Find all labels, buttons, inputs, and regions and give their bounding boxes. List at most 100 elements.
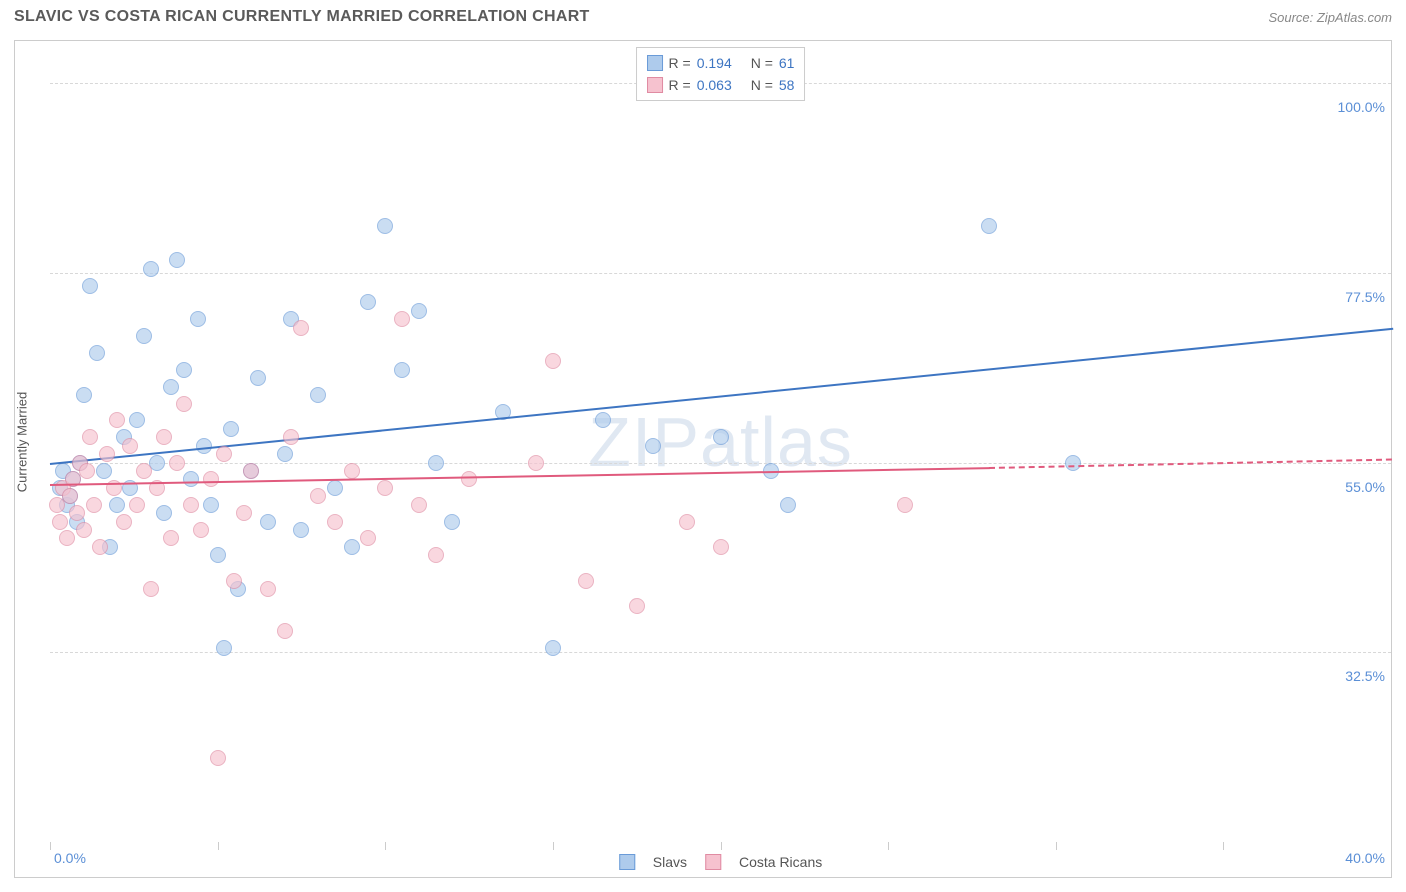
y-tick-label: 55.0%	[1345, 479, 1385, 495]
data-point	[89, 345, 105, 361]
data-point	[250, 370, 266, 386]
n-value: 61	[779, 52, 795, 74]
y-tick-label: 32.5%	[1345, 668, 1385, 684]
x-tick-mark	[1391, 842, 1392, 850]
data-point	[344, 539, 360, 555]
data-point	[122, 438, 138, 454]
data-point	[394, 311, 410, 327]
data-point	[193, 522, 209, 538]
data-point	[428, 547, 444, 563]
data-point	[293, 320, 309, 336]
data-point	[545, 640, 561, 656]
chart-source: Source: ZipAtlas.com	[1268, 10, 1392, 25]
data-point	[176, 396, 192, 412]
data-point	[377, 218, 393, 234]
x-tick-label: 0.0%	[54, 850, 86, 866]
data-point	[283, 429, 299, 445]
data-point	[163, 530, 179, 546]
data-point	[780, 497, 796, 513]
data-point	[76, 522, 92, 538]
data-point	[679, 514, 695, 530]
data-point	[109, 412, 125, 428]
data-point	[183, 497, 199, 513]
data-point	[411, 303, 427, 319]
data-point	[1065, 455, 1081, 471]
data-point	[176, 362, 192, 378]
data-point	[216, 446, 232, 462]
data-point	[149, 455, 165, 471]
data-point	[210, 547, 226, 563]
data-point	[461, 471, 477, 487]
data-point	[411, 497, 427, 513]
data-point	[69, 505, 85, 521]
data-point	[360, 294, 376, 310]
r-value: 0.063	[697, 74, 745, 96]
data-point	[223, 421, 239, 437]
data-point	[360, 530, 376, 546]
data-point	[82, 429, 98, 445]
data-point	[645, 438, 661, 454]
r-label: R =	[669, 52, 691, 74]
y-tick-label: 100.0%	[1338, 99, 1385, 115]
x-tick-mark	[1056, 842, 1057, 850]
x-tick-label: 40.0%	[1345, 850, 1385, 866]
r-label: R =	[669, 74, 691, 96]
data-point	[210, 750, 226, 766]
data-point	[99, 446, 115, 462]
data-point	[216, 640, 232, 656]
n-label: N =	[751, 74, 773, 96]
data-point	[79, 463, 95, 479]
data-point	[82, 278, 98, 294]
data-point	[578, 573, 594, 589]
data-point	[59, 530, 75, 546]
data-point	[629, 598, 645, 614]
data-point	[327, 480, 343, 496]
data-point	[190, 311, 206, 327]
legend-row: R =0.194N =61	[647, 52, 795, 74]
chart-container: Currently Married ZIPatlas 32.5%55.0%77.…	[14, 40, 1392, 878]
data-point	[277, 623, 293, 639]
data-point	[236, 505, 252, 521]
data-point	[327, 514, 343, 530]
data-point	[169, 455, 185, 471]
r-value: 0.194	[697, 52, 745, 74]
y-tick-label: 77.5%	[1345, 289, 1385, 305]
data-point	[86, 497, 102, 513]
x-tick-mark	[1223, 842, 1224, 850]
legend-label: Slavs	[653, 854, 687, 870]
legend-swatch	[705, 854, 721, 870]
data-point	[260, 514, 276, 530]
y-axis-label: Currently Married	[15, 391, 30, 491]
series-legend: Slavs Costa Ricans	[619, 854, 823, 870]
data-point	[260, 581, 276, 597]
data-point	[394, 362, 410, 378]
x-tick-mark	[50, 842, 51, 850]
x-tick-mark	[218, 842, 219, 850]
data-point	[129, 412, 145, 428]
data-point	[310, 387, 326, 403]
data-point	[136, 463, 152, 479]
data-point	[243, 463, 259, 479]
x-tick-mark	[385, 842, 386, 850]
legend-label: Costa Ricans	[739, 854, 822, 870]
data-point	[183, 471, 199, 487]
data-point	[293, 522, 309, 538]
data-point	[96, 463, 112, 479]
legend-swatch	[619, 854, 635, 870]
n-value: 58	[779, 74, 795, 96]
data-point	[52, 514, 68, 530]
data-point	[713, 539, 729, 555]
data-point	[116, 514, 132, 530]
data-point	[136, 328, 152, 344]
legend-swatch	[647, 55, 663, 71]
legend-row: R = 0.063 N = 58	[647, 74, 795, 96]
data-point	[428, 455, 444, 471]
chart-title: SLAVIC VS COSTA RICAN CURRENTLY MARRIED …	[14, 8, 590, 26]
data-point	[277, 446, 293, 462]
x-tick-mark	[721, 842, 722, 850]
data-point	[62, 488, 78, 504]
data-point	[310, 488, 326, 504]
data-point	[156, 505, 172, 521]
data-point	[713, 429, 729, 445]
data-point	[344, 463, 360, 479]
